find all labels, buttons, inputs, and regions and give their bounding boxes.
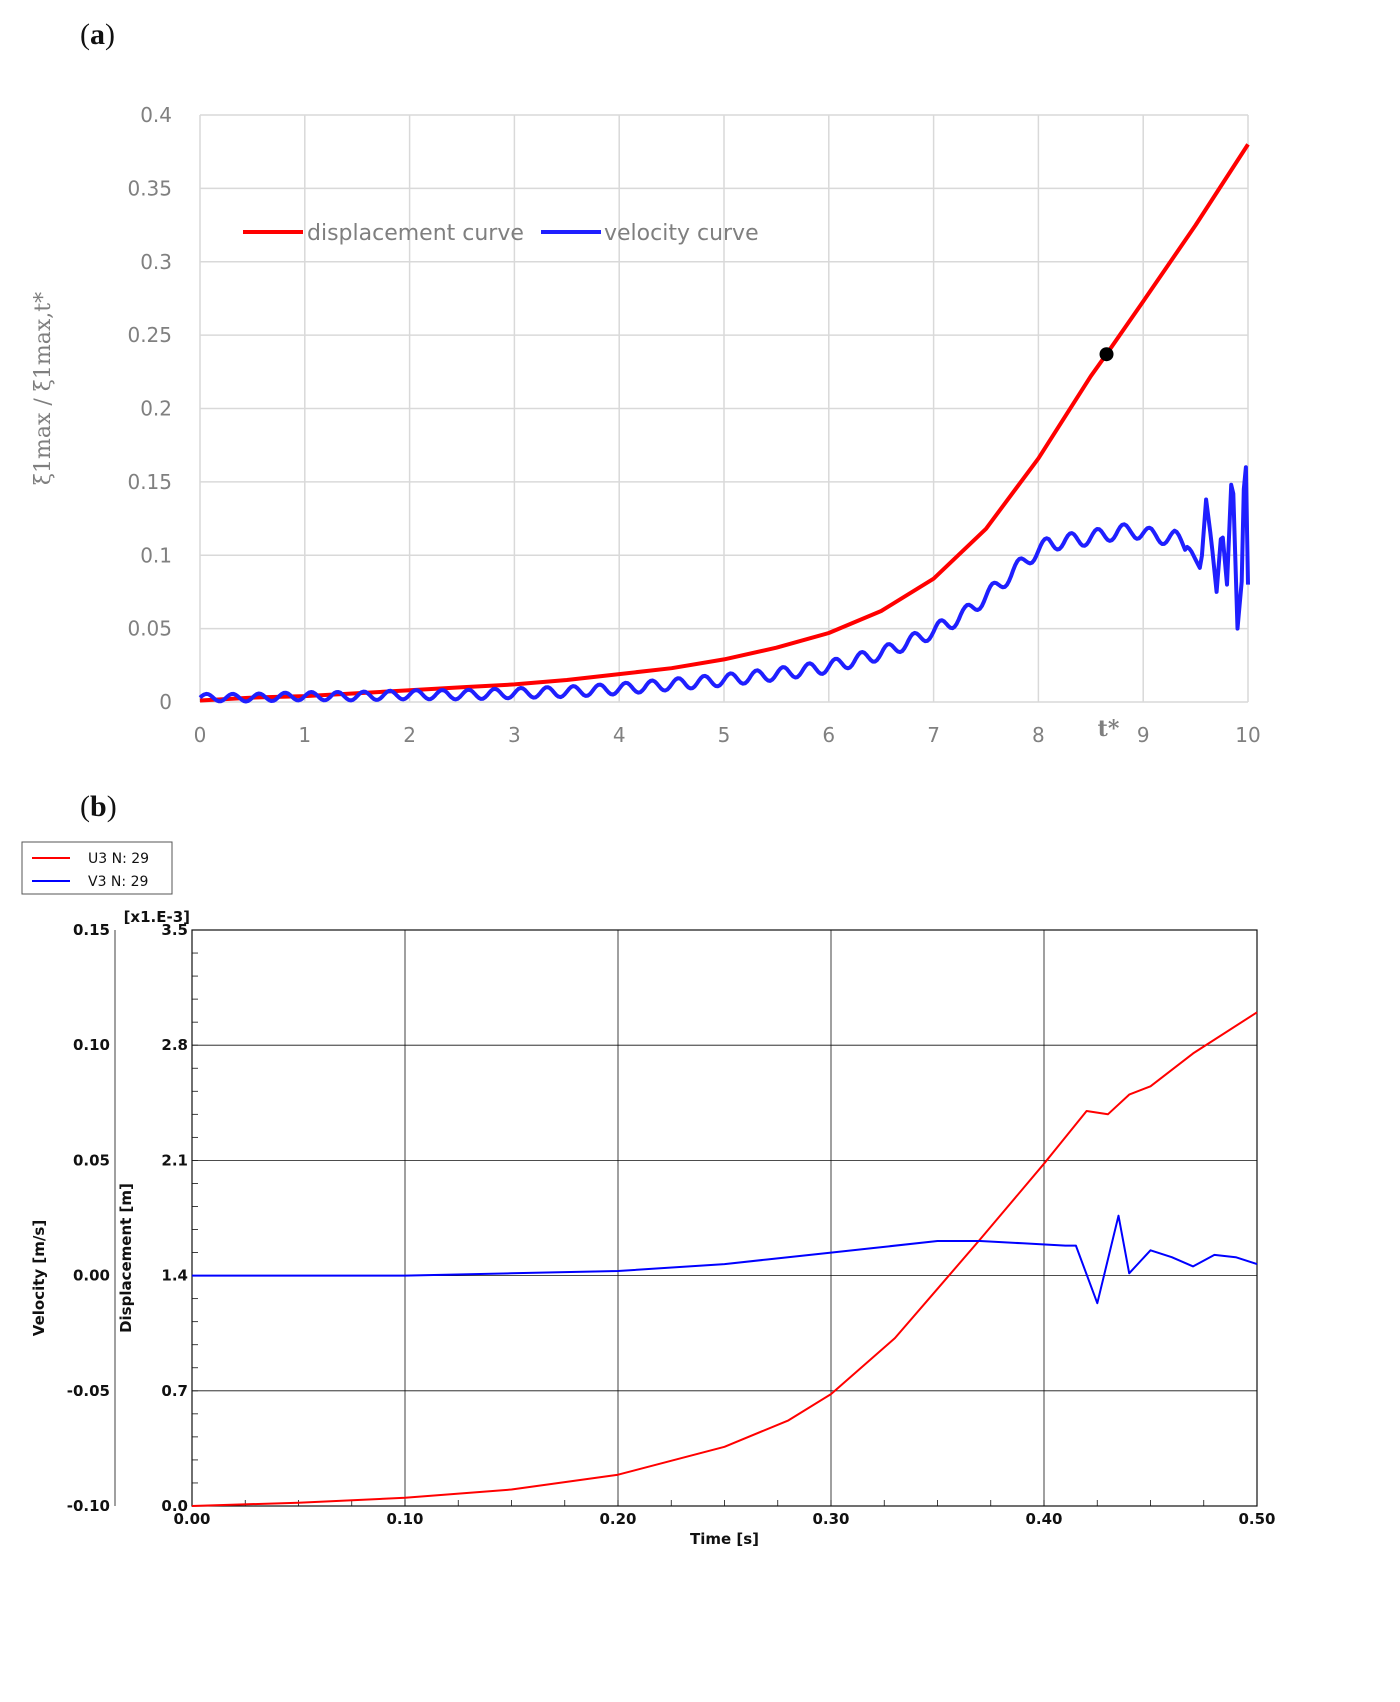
legend-b-u3: U3 N: 29 <box>88 851 149 867</box>
y-axis-label-a: ξ1max / ξ1max,t* <box>31 292 56 485</box>
legend-a-velocity: velocity curve <box>604 221 759 246</box>
x-tick-a: 5 <box>718 723 731 747</box>
y-axis-label-displacement: Displacement [m] <box>117 1183 135 1333</box>
chart-a: 0 1 2 3 4 5 6 7 8 9 10 0 0.05 0.1 0.15 0.2 0.25 0.3 0.35 0.… <box>31 103 1261 747</box>
y-tick-a: 0 <box>159 690 172 714</box>
y-tick-a: 0.3 <box>140 250 172 274</box>
series-b-v3 <box>192 1214 1258 1305</box>
y-tick-displacement: 2.8 <box>161 1036 188 1054</box>
y-tick-velocity: 0.05 <box>73 1151 110 1169</box>
y-tick-a: 0.05 <box>127 617 172 641</box>
t-star-label: t* <box>1098 716 1120 742</box>
x-tick-b: 0.10 <box>386 1510 423 1528</box>
y-tick-velocity: 0.10 <box>73 1036 110 1054</box>
x-tick-a: 3 <box>508 723 521 747</box>
x-tick-a: 9 <box>1137 723 1150 747</box>
x-tick-b: 0.20 <box>599 1510 636 1528</box>
x-tick-a: 0 <box>194 723 207 747</box>
y-tick-displacement: 2.1 <box>161 1151 188 1169</box>
x-tick-b: 0.40 <box>1025 1510 1062 1528</box>
legend-b-box <box>21 841 173 895</box>
y-tick-a: 0.25 <box>127 323 172 347</box>
series-b-u3 <box>191 1011 1258 1507</box>
y-tick-displacement: 0.0 <box>161 1497 188 1515</box>
panel-b-letter: b <box>90 790 107 823</box>
displacement-scale-label: [x1.E-3] <box>124 908 190 926</box>
x-tick-a: 8 <box>1032 723 1045 747</box>
x-tick-a: 6 <box>822 723 835 747</box>
y-tick-a: 0.15 <box>127 470 172 494</box>
x-tick-b: 0.00 <box>173 1510 210 1528</box>
y-tick-displacement: 0.7 <box>161 1382 188 1400</box>
y-tick-velocity: -0.05 <box>67 1382 110 1400</box>
y-tick-a: 0.35 <box>127 176 172 200</box>
panel-a-letter: a <box>90 18 105 51</box>
chart-b: 0.00 0.10 0.20 0.30 0.40 0.50 0.0 0.7 1.4 2.1 2.8 3… <box>21 841 1276 1548</box>
series-a-displacement <box>199 143 1250 703</box>
y-tick-velocity: -0.10 <box>67 1497 110 1515</box>
panel-b-label: (b) <box>80 790 117 823</box>
x-tick-a: 2 <box>403 723 416 747</box>
y-tick-a: 0.4 <box>140 103 172 127</box>
series-a-velocity <box>198 465 1250 704</box>
x-tick-a: 1 <box>298 723 311 747</box>
y-tick-velocity: 0.00 <box>73 1267 110 1285</box>
plot-frame-b <box>191 929 1258 1507</box>
panel-a-label: (a) <box>80 18 115 51</box>
y-tick-displacement: 1.4 <box>161 1267 188 1285</box>
y-tick-a: 0.2 <box>140 397 172 421</box>
x-tick-b: 0.50 <box>1238 1510 1275 1528</box>
x-tick-b: 0.30 <box>812 1510 849 1528</box>
y-tick-displacement: 3.5 <box>161 921 188 939</box>
y-axis-label-velocity: Velocity [m/s] <box>30 1220 48 1336</box>
y-tick-a: 0.1 <box>140 543 172 567</box>
legend-a-displacement: displacement curve <box>307 221 524 246</box>
x-tick-a: 10 <box>1235 723 1260 747</box>
x-tick-a: 7 <box>927 723 940 747</box>
x-axis-label-b: Time [s] <box>690 1530 759 1548</box>
y-tick-velocity: 0.15 <box>73 921 110 939</box>
t-star-marker <box>1099 347 1114 362</box>
legend-b-v3: V3 N: 29 <box>88 874 148 890</box>
x-tick-a: 4 <box>613 723 626 747</box>
